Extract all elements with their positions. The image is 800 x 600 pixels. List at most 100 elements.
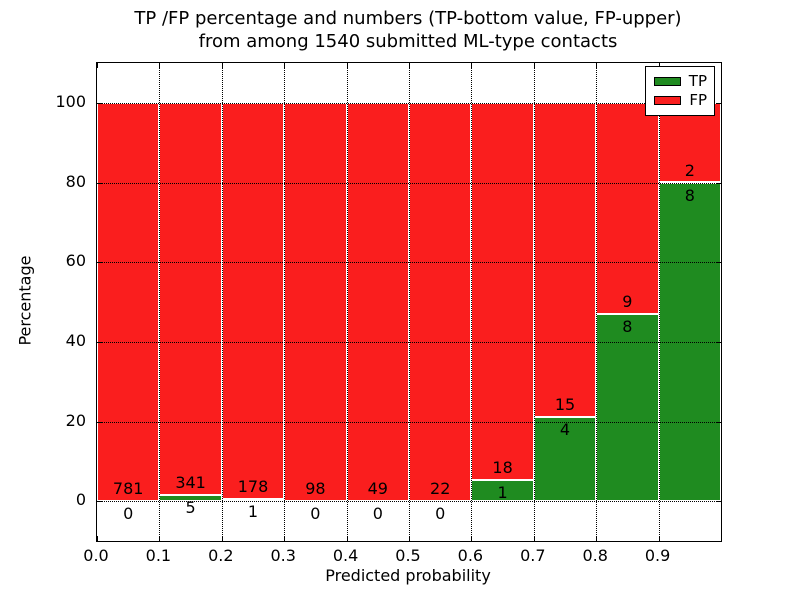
y-tick-mark-left: [97, 262, 102, 264]
chart-title-line1: TP /FP percentage and numbers (TP-bottom…: [134, 8, 682, 29]
tp-count-label: 0: [435, 504, 446, 524]
tp-count-label: 5: [185, 498, 196, 518]
x-tick-mark-bottom: [97, 536, 98, 541]
tp-legend-swatch: [654, 77, 681, 86]
y-tick-mark-left: [97, 341, 102, 343]
tp-count-label: 1: [497, 483, 508, 503]
fp-count-label: 18: [492, 458, 513, 478]
x-tick-mark-bottom: [596, 536, 598, 541]
fp-bar-segment: [596, 102, 659, 314]
x-tick-mark-bottom: [471, 536, 473, 541]
y-tick-label: 20: [65, 410, 86, 430]
fp-count-label: 15: [554, 395, 576, 415]
x-tick-label: 0.1: [145, 546, 172, 565]
x-tick-mark-top: [409, 63, 410, 68]
y-tick-mark-right: [716, 182, 721, 184]
x-tick-label: 0.3: [270, 546, 296, 565]
plot-area: 781 0 341 5 178 1 98 0 49 0 22 0 18 1 15 4 9 8 2 8 TP FP: [96, 62, 722, 542]
horizontal-gridline: [97, 262, 721, 264]
fp-count-label: 22: [430, 479, 451, 499]
fp-count-label: 341: [175, 473, 206, 493]
chart-title-line2: from among 1540 submitted ML-type contac…: [198, 31, 618, 52]
vertical-gridline: [221, 63, 223, 541]
fp-count-label: 781: [112, 479, 144, 499]
y-tick-label: 60: [65, 251, 86, 271]
x-tick-mark-bottom: [346, 536, 348, 541]
y-tick-label: 80: [65, 171, 86, 191]
tp-count-label: 8: [684, 185, 695, 205]
x-tick-label: 0.9: [644, 546, 671, 565]
legend: TP FP: [645, 66, 715, 116]
vertical-gridline: [596, 63, 598, 541]
y-tick-label: 0: [75, 490, 86, 510]
fp-count-label: 9: [622, 291, 633, 311]
horizontal-gridline: [97, 102, 721, 104]
x-tick-mark-bottom: [409, 536, 410, 541]
x-tick-mark-bottom: [284, 536, 286, 541]
x-tick-label: 0.5: [395, 546, 421, 565]
fp-count-label: 178: [237, 476, 269, 496]
x-tick-mark-bottom: [221, 536, 223, 541]
legend-label: TP: [688, 72, 707, 90]
fp-bar-segment: [284, 102, 347, 502]
tp-count-label: 4: [559, 420, 571, 440]
y-tick-mark-left: [97, 182, 102, 184]
fp-bar-segment: [221, 102, 285, 499]
fp-count-label: 2: [684, 160, 695, 180]
legend-row: FP: [654, 91, 707, 110]
vertical-gridline: [346, 63, 348, 541]
vertical-gridline: [284, 63, 286, 541]
vertical-gridline: [409, 63, 410, 541]
x-tick-mark-bottom: [159, 536, 161, 541]
fp-bar-segment: [658, 102, 721, 183]
x-tick-mark-top: [596, 63, 598, 68]
legend-row: TP: [654, 72, 707, 91]
y-tick-label: 100: [55, 91, 86, 111]
x-tick-mark-top: [658, 63, 660, 68]
x-tick-label: 0.0: [83, 546, 109, 565]
x-tick-mark-top: [159, 63, 161, 68]
x-tick-label: 0.8: [582, 546, 608, 565]
x-tick-mark-top: [284, 63, 286, 68]
horizontal-gridline: [97, 341, 721, 343]
fp-bar-segment: [533, 102, 597, 418]
y-tick-mark-left: [97, 421, 102, 423]
fp-count-label: 49: [367, 479, 388, 499]
fp-bar-segment: [471, 102, 534, 481]
tp-count-label: 8: [622, 316, 633, 336]
x-tick-mark-top: [221, 63, 223, 68]
x-tick-mark-top: [471, 63, 473, 68]
y-tick-mark-right: [716, 102, 721, 104]
vertical-gridline: [658, 63, 660, 541]
horizontal-gridline: [97, 182, 721, 184]
x-tick-mark-top: [346, 63, 348, 68]
y-axis-label: Percentage: [15, 255, 35, 346]
x-tick-label: 0.6: [457, 546, 484, 565]
chart-title: TP /FP percentage and numbers (TP-bottom…: [96, 7, 720, 53]
y-tick-mark-right: [716, 341, 721, 343]
tp-count-label: 0: [372, 504, 383, 524]
tp-count-label: 1: [247, 501, 259, 521]
x-tick-mark-bottom: [533, 536, 535, 541]
fp-bar-segment: [346, 102, 409, 502]
fp-bar-segment: [97, 102, 160, 502]
tp-count-label: 0: [310, 504, 321, 524]
y-tick-label: 40: [65, 330, 86, 350]
fp-bar-segment: [409, 102, 472, 502]
x-tick-mark-top: [533, 63, 535, 68]
fp-legend-swatch: [654, 96, 681, 105]
fp-count-label: 98: [305, 479, 326, 499]
x-tick-mark-top: [97, 63, 98, 68]
vertical-gridline: [159, 63, 161, 541]
horizontal-gridline: [97, 501, 721, 503]
tp-count-label: 0: [123, 504, 134, 524]
vertical-gridline: [533, 63, 535, 541]
horizontal-gridline: [97, 421, 721, 423]
y-tick-mark-right: [716, 421, 721, 423]
fp-bar-segment: [159, 102, 222, 496]
y-tick-mark-right: [716, 262, 721, 264]
x-tick-label: 0.4: [332, 546, 359, 565]
x-axis-label: Predicted probability: [325, 566, 491, 585]
y-tick-mark-right: [716, 501, 721, 503]
